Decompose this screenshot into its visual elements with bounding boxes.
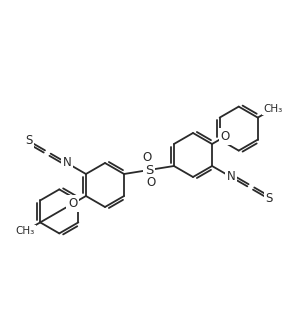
Text: N: N	[62, 156, 71, 170]
Text: CH₃: CH₃	[263, 104, 283, 114]
Text: S: S	[266, 193, 273, 206]
Text: O: O	[221, 130, 230, 143]
Text: O: O	[68, 197, 77, 210]
Text: O: O	[142, 151, 152, 164]
Text: O: O	[146, 176, 156, 189]
Text: CH₃: CH₃	[15, 226, 34, 236]
Text: N: N	[227, 171, 236, 183]
Text: S: S	[145, 163, 153, 176]
Text: S: S	[25, 134, 32, 148]
